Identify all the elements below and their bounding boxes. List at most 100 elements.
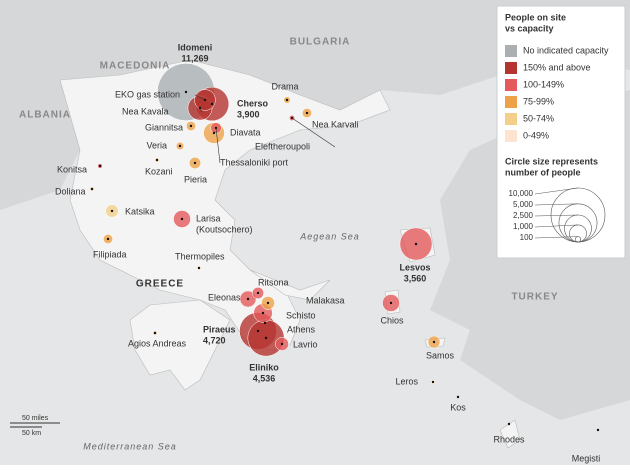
scale-label: 50 km	[22, 430, 41, 437]
legend-swatch	[505, 79, 517, 91]
site-sublabel: (Koutsochero)	[196, 224, 253, 234]
site-dot	[266, 301, 270, 305]
site-label: Thessaloniki port	[220, 157, 289, 167]
size-label: 1,000	[513, 222, 534, 231]
leader-line	[215, 127, 221, 164]
site-dot	[178, 144, 182, 148]
site-label: Eleftheroupoli	[255, 141, 310, 151]
site-label: Eleonas	[208, 292, 241, 302]
site-label: Kozani	[145, 166, 173, 176]
site-dot	[431, 380, 435, 384]
site-label: Cherso	[237, 98, 269, 108]
scale-bar: 50 miles 50 km	[10, 415, 60, 437]
site-label: Agios Andreas	[128, 338, 187, 348]
size-leader	[534, 236, 579, 239]
site-label: Drama	[271, 81, 298, 91]
place-label: Rhodes	[493, 434, 525, 444]
site-label: Diavata	[230, 127, 261, 137]
site-label: Katsika	[125, 206, 155, 216]
legend-swatch	[505, 45, 517, 57]
site-label: Chios	[380, 315, 404, 325]
site-dot	[280, 342, 284, 346]
legend-label: 100-149%	[523, 79, 564, 89]
site-label: Giannitsa	[145, 122, 183, 132]
size-label: 10,000	[509, 189, 534, 198]
site-label: Idomeni	[178, 42, 213, 52]
site-dot	[256, 329, 260, 333]
site-label: Nea Kavala	[122, 106, 169, 116]
place-dot	[456, 395, 460, 399]
site-label: Eliniko	[249, 362, 279, 372]
place-dot	[263, 321, 267, 325]
site-label: Lesvos	[399, 262, 430, 272]
peloponnese	[129, 299, 231, 391]
site-dot	[305, 111, 309, 115]
greece-mainland	[59, 59, 391, 351]
site-dot	[184, 90, 188, 94]
site-count: 3,560	[404, 273, 427, 283]
size-label: 2,500	[513, 211, 534, 220]
site-label: Leros	[395, 376, 418, 386]
site-dot	[414, 242, 418, 246]
legend-swatch	[505, 62, 517, 74]
legend-label: No indicated capacity	[523, 45, 609, 55]
site-dot	[256, 291, 260, 295]
legend-title: number of people	[505, 167, 581, 177]
scale-label: 50 miles	[22, 415, 49, 422]
site-count: 4,720	[203, 335, 226, 345]
site-label: Lavrio	[293, 339, 318, 349]
legend-title: Circle size represents	[505, 156, 598, 166]
evia	[249, 269, 331, 301]
site-label: Samos	[426, 350, 455, 360]
region-label: BULGARIA	[290, 37, 351, 48]
site-label: Veria	[146, 140, 167, 150]
leader-line	[291, 117, 336, 148]
legend-label: 0-49%	[523, 130, 549, 140]
legend-label: 50-74%	[523, 113, 554, 123]
site-dot	[210, 102, 214, 106]
legend-title: People on site	[505, 12, 566, 22]
site-dot	[153, 331, 157, 335]
site-dot	[246, 297, 250, 301]
region-label: ALBANIA	[19, 110, 71, 121]
site-label: Malakasa	[306, 295, 345, 305]
site-dot	[155, 158, 159, 162]
legend-title: vs capacity	[505, 23, 554, 33]
place-label: Megisti	[572, 453, 601, 463]
site-dot	[285, 98, 289, 102]
site-dot	[197, 266, 201, 270]
site-label: Larisa	[196, 213, 221, 223]
site-count: 4,536	[253, 373, 276, 383]
place-label: Kos	[450, 402, 466, 412]
size-leader	[534, 224, 579, 228]
site-label: Ritsona	[258, 277, 289, 287]
site-dot	[389, 301, 393, 305]
region-label: TURKEY	[511, 292, 558, 303]
sea-label: Mediterranean Sea	[83, 441, 177, 451]
region-label: MACEDONIA	[100, 61, 171, 72]
site-dot	[189, 124, 193, 128]
site-label: Pieria	[184, 174, 207, 184]
site-dot	[98, 164, 102, 168]
rhodes-island	[499, 419, 521, 449]
size-label: 100	[520, 233, 534, 242]
site-label: Schisto	[286, 310, 316, 320]
site-dot	[110, 209, 114, 213]
leader-line	[199, 107, 203, 113]
site-label: EKO gas station	[115, 89, 180, 99]
legend-box	[496, 5, 626, 259]
legend-swatch	[505, 113, 517, 125]
size-label: 5,000	[513, 200, 534, 209]
site-label: Thermopiles	[175, 251, 225, 261]
site-dot	[193, 161, 197, 165]
leader-line	[194, 94, 206, 101]
site-dot	[90, 187, 94, 191]
site-count: 3,900	[237, 109, 260, 119]
place-label: Athens	[287, 324, 316, 334]
site-dot	[264, 336, 268, 340]
size-leader	[534, 187, 579, 195]
site-dot	[180, 217, 184, 221]
